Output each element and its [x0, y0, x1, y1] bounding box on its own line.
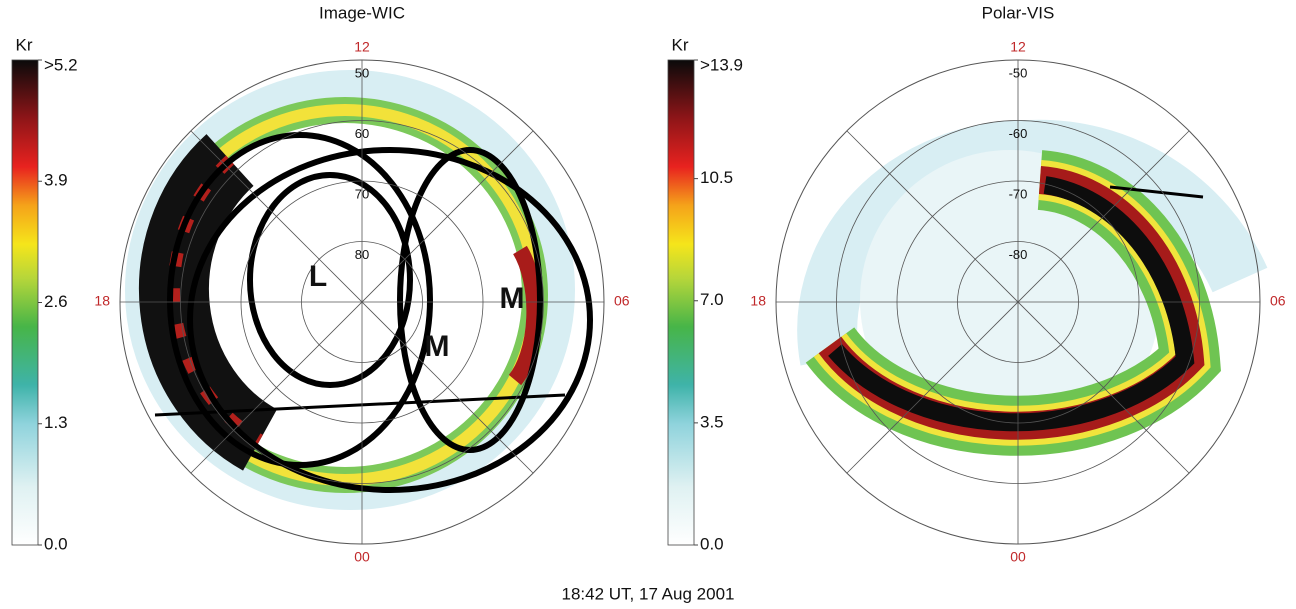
panel-title: Image-WIC — [319, 3, 405, 22]
colorbar-tick-label: 2.6 — [44, 292, 68, 311]
figure: 18:42 UT, 17 Aug 2001 Image-WIC Kr >5.2 3.9… — [0, 0, 1296, 609]
colorbar — [12, 60, 38, 545]
colorbar-tick-label: 0.0 — [700, 534, 724, 553]
colorbar-tick-label: 3.5 — [700, 412, 724, 431]
annotation: L — [309, 260, 327, 293]
colorbar-tick-label: 10.5 — [700, 168, 733, 187]
mlt-label: 06 — [614, 293, 630, 309]
panel-title: Polar-VIS — [982, 3, 1055, 22]
mlt-label: 06 — [1270, 293, 1286, 309]
latitude-label: -60 — [1009, 126, 1028, 141]
latitude-label: 80 — [355, 247, 369, 262]
annotation: M — [500, 282, 525, 315]
mlt-label: 12 — [1010, 39, 1026, 55]
aurora-image — [827, 150, 1240, 450]
mlt-label: 00 — [354, 549, 370, 565]
colorbar-tick-label: 0.0 — [44, 534, 68, 553]
colorbar-tick-label: 3.9 — [44, 171, 68, 190]
colorbar-tick-label: >13.9 — [700, 55, 743, 74]
latitude-label: 60 — [355, 126, 369, 141]
latitude-label: 70 — [355, 186, 369, 201]
colorbar-tick-label: >5.2 — [44, 55, 78, 74]
latitude-label: 50 — [355, 65, 369, 80]
latitude-label: -80 — [1009, 247, 1028, 262]
mlt-label: 18 — [94, 293, 110, 309]
latitude-label: -70 — [1009, 186, 1028, 201]
colorbar-label: Kr — [16, 35, 33, 54]
caption: 18:42 UT, 17 Aug 2001 — [562, 584, 735, 603]
colorbar-tick-label: 1.3 — [44, 413, 68, 432]
mlt-label: 00 — [1010, 549, 1026, 565]
mlt-label: 12 — [354, 39, 370, 55]
mlt-label: 18 — [750, 293, 766, 309]
colorbar — [668, 60, 694, 545]
annotation: M — [425, 330, 450, 363]
colorbar-tick-label: 7.0 — [700, 290, 724, 309]
colorbar-label: Kr — [672, 35, 689, 54]
latitude-label: -50 — [1009, 65, 1028, 80]
